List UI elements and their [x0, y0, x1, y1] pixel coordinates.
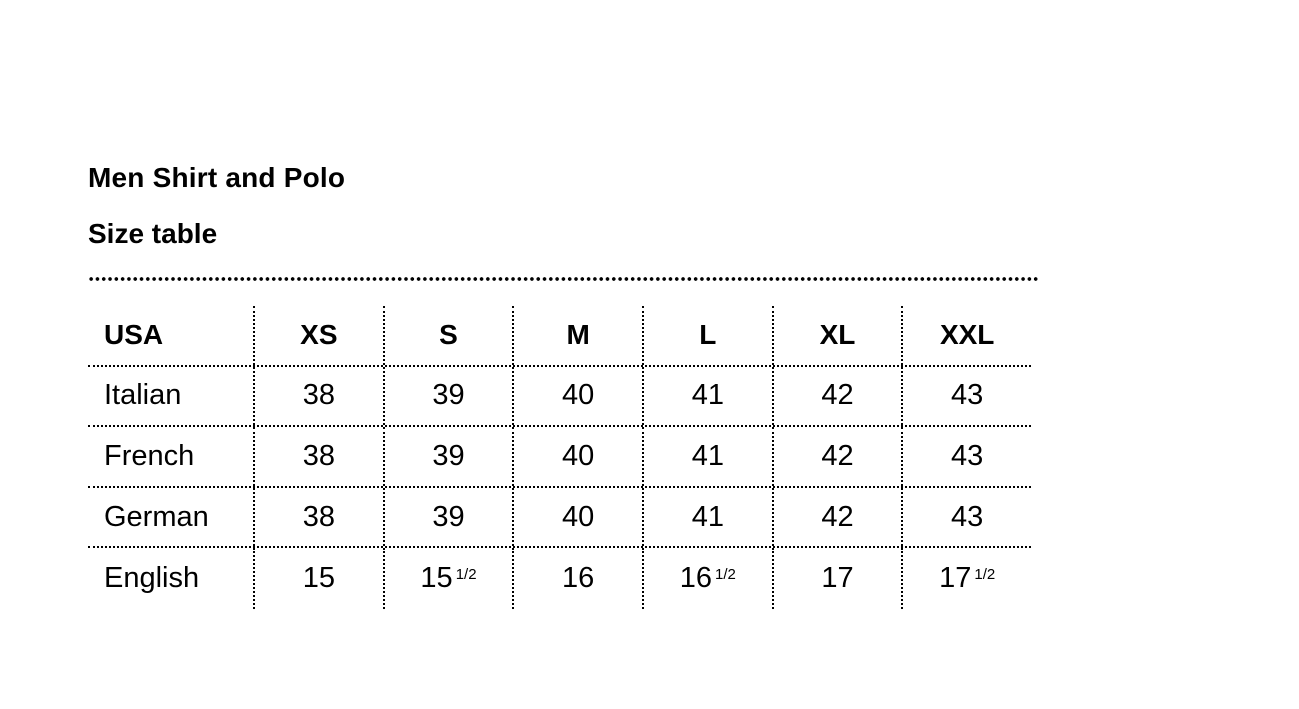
- size-value: 39: [432, 439, 465, 472]
- row-label: French: [104, 439, 195, 472]
- table-header-row: USA XS S M L XL XXL: [88, 306, 1031, 367]
- size-value-cell: 40: [512, 487, 642, 547]
- size-value: 43: [951, 439, 984, 472]
- size-value: 42: [821, 439, 854, 472]
- size-value: 41: [691, 439, 724, 472]
- size-value: 38: [302, 500, 335, 533]
- size-value-cell: 39: [382, 366, 513, 426]
- size-value-cell: 42: [771, 427, 902, 486]
- table-row: German 38 39 40 41 42 43: [88, 487, 1031, 549]
- size-table: USA XS S M L XL XXL Italian 38 39 40 41 42 43 French 3…: [88, 306, 1031, 609]
- size-value-cell: 41: [642, 427, 772, 486]
- size-value-cell: 15 1/2: [382, 548, 513, 609]
- size-value-cell: 17 1/2: [901, 548, 1031, 609]
- size-value: 41: [691, 500, 724, 533]
- size-value: 42: [821, 379, 854, 412]
- size-value: 15: [420, 562, 453, 595]
- size-value-cell: 43: [901, 427, 1031, 486]
- size-value: 40: [562, 379, 595, 412]
- size-value-cell: 17: [771, 548, 902, 609]
- header-cell-size: XXL: [901, 306, 1031, 365]
- size-value-cell: 43: [901, 366, 1031, 426]
- size-value-cell: 40: [512, 427, 642, 486]
- header-cell-size: S: [382, 306, 513, 365]
- header-cell-size: L: [642, 306, 772, 365]
- table-row: Italian 38 39 40 41 42 43: [88, 366, 1031, 428]
- size-value-cell: 42: [771, 487, 902, 547]
- header-cell-size: XL: [771, 306, 902, 365]
- size-fraction: 1/2: [974, 566, 996, 584]
- row-label: English: [104, 562, 200, 595]
- size-value-cell: 16: [512, 548, 642, 609]
- size-value-cell: 38: [252, 427, 383, 486]
- size-value: 39: [432, 500, 465, 533]
- dotted-divider: [88, 276, 1038, 282]
- size-value: 38: [302, 439, 335, 472]
- size-value: 43: [951, 379, 984, 412]
- size-value-cell: 43: [901, 487, 1031, 547]
- size-value-cell: 15: [252, 548, 383, 609]
- size-value: 39: [432, 379, 465, 412]
- size-fraction: 1/2: [455, 566, 477, 584]
- table-row: English 15 15 1/2 16 16 1/2 17 17 1/2: [88, 548, 1031, 609]
- size-value-cell: 16 1/2: [642, 548, 772, 609]
- size-value: 17: [821, 562, 854, 595]
- size-value: 42: [821, 500, 854, 533]
- size-value: 40: [562, 500, 595, 533]
- size-value: 16: [562, 562, 595, 595]
- size-fraction: 1/2: [715, 566, 736, 584]
- size-value-cell: 38: [252, 487, 383, 547]
- size-value: 15: [302, 562, 335, 595]
- size-value: 41: [691, 379, 724, 412]
- size-value: 40: [562, 439, 595, 472]
- size-value-cell: 41: [642, 487, 772, 547]
- table-row: French 38 39 40 41 42 43: [88, 427, 1031, 488]
- size-value-cell: 39: [382, 487, 513, 547]
- header-cell-size: M: [512, 306, 642, 365]
- header-cell-size: XS: [252, 306, 383, 365]
- size-value-cell: 38: [252, 366, 383, 426]
- size-value-cell: 40: [512, 366, 642, 426]
- size-value: 17: [939, 562, 972, 595]
- size-value: 38: [302, 379, 335, 412]
- size-value-cell: 42: [771, 366, 902, 426]
- header-cell-system: USA: [104, 319, 164, 351]
- row-label: German: [104, 500, 209, 533]
- page-title: Men Shirt and Polo: [88, 162, 346, 193]
- page-subtitle: Size table: [88, 218, 218, 249]
- size-value-cell: 41: [642, 366, 772, 426]
- size-value: 16: [679, 562, 713, 595]
- size-value-cell: 39: [382, 427, 513, 486]
- size-value: 43: [951, 500, 984, 533]
- row-label: Italian: [104, 379, 182, 412]
